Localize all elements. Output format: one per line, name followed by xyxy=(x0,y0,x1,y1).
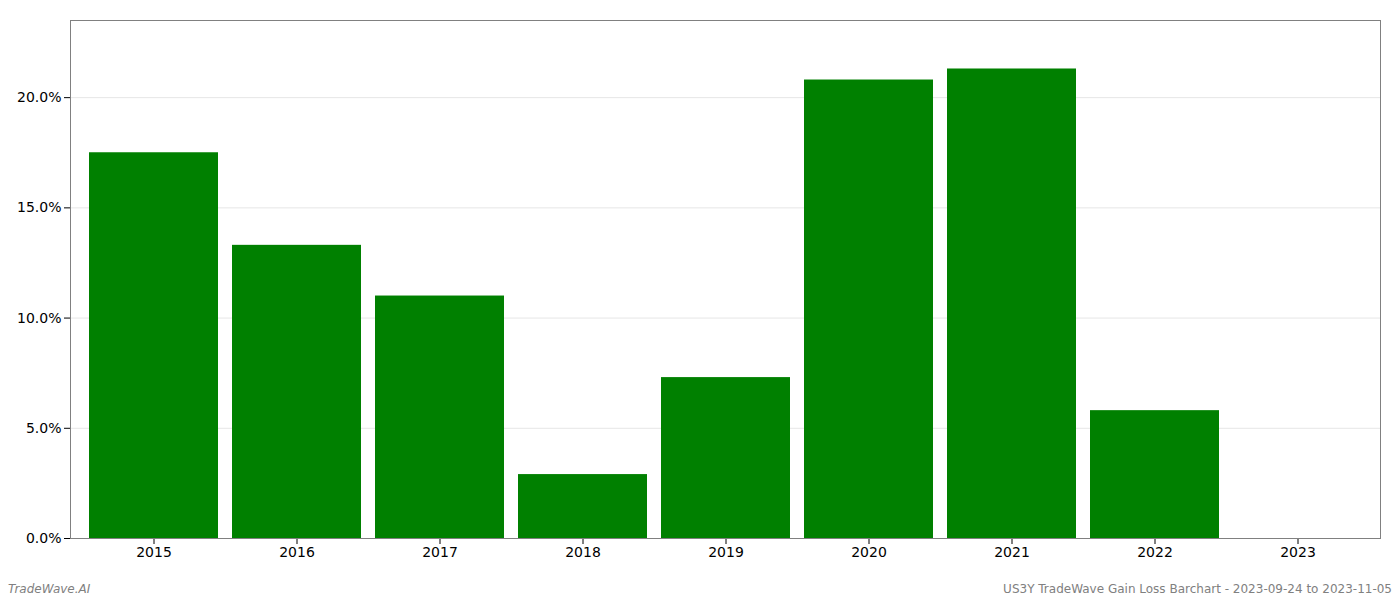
svg-text:2016: 2016 xyxy=(279,544,315,560)
svg-text:2015: 2015 xyxy=(136,544,172,560)
html-text:TradeWave.AI: TradeWave.AI xyxy=(8,582,91,596)
svg-text:2023: 2023 xyxy=(1280,544,1316,560)
svg-text:15.0%: 15.0% xyxy=(17,199,61,215)
svg-text:10.0%: 10.0% xyxy=(17,310,61,326)
svg-text:2021: 2021 xyxy=(994,544,1030,560)
svg-text:5.0%: 5.0% xyxy=(26,420,62,436)
html-text:US3Y TradeWave Gain Loss Barch: US3Y TradeWave Gain Loss Barchart - 2023… xyxy=(1003,582,1392,596)
svg-text:2018: 2018 xyxy=(565,544,601,560)
svg-text:2022: 2022 xyxy=(1137,544,1173,560)
svg-text:2017: 2017 xyxy=(422,544,458,560)
svg-text:2019: 2019 xyxy=(708,544,744,560)
svg-text:0.0%: 0.0% xyxy=(26,530,62,546)
svg-text:20.0%: 20.0% xyxy=(17,89,61,105)
svg-text:2020: 2020 xyxy=(851,544,887,560)
